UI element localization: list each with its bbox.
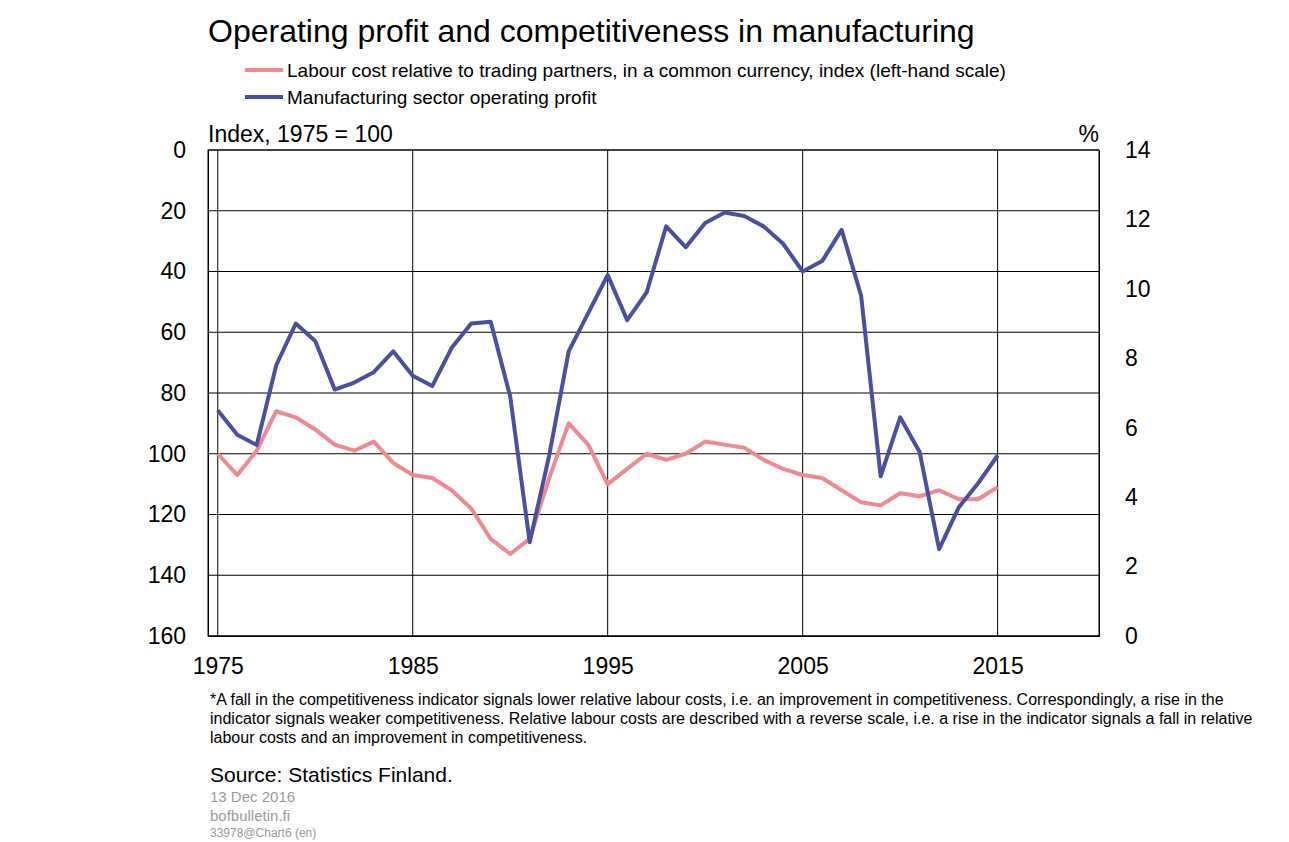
tick: 10 [1099, 276, 1151, 302]
tick-label: 60 [160, 319, 186, 345]
tick: 120 [148, 501, 208, 527]
tick: 1975 [193, 636, 244, 679]
grid-line-y [208, 575, 1099, 576]
grid-line-y [208, 393, 1099, 394]
tick: 0 [173, 137, 208, 163]
axis-line [208, 151, 209, 637]
tick: 80 [160, 380, 208, 406]
grid-line-x [217, 150, 218, 636]
tick-label: 14 [1125, 137, 1151, 163]
tick-label: 8 [1125, 345, 1138, 371]
tick: 0 [1099, 623, 1138, 649]
date: 13 Dec 2016 [210, 788, 610, 806]
tick-label: 4 [1125, 484, 1138, 510]
tick: 12 [1099, 206, 1151, 232]
grid-line-x [997, 150, 998, 636]
grid-line-x [607, 150, 608, 636]
source: Source: Statistics Finland. [210, 762, 1110, 787]
tick-label: 40 [160, 258, 186, 284]
tick-label: 160 [148, 623, 186, 649]
tick: 100 [148, 441, 208, 467]
tick-label: 2015 [973, 653, 1024, 679]
tick: 160 [148, 623, 208, 649]
tick: 140 [148, 562, 208, 588]
tick-label: 12 [1125, 206, 1151, 232]
tick-label: 2005 [778, 653, 829, 679]
tick-label: 20 [160, 198, 186, 224]
tick-label: 1995 [583, 653, 634, 679]
series-line [218, 212, 998, 549]
legend-label: Manufacturing sector operating profit [287, 87, 597, 108]
tick-label: 10 [1125, 276, 1151, 302]
tick: 2005 [778, 636, 829, 679]
tick-label: 1975 [193, 653, 244, 679]
y-axis: 0 20 40 60 80 100 120 140 160 [148, 137, 209, 649]
tick-label: 2 [1125, 553, 1138, 579]
tick-label: 0 [173, 137, 186, 163]
y-axis-title: Index, 1975 = 100 [208, 121, 393, 147]
tick: 60 [160, 319, 208, 345]
legend: Labour cost relative to trading partners… [245, 60, 1006, 108]
tick-label: 120 [148, 501, 186, 527]
tick: 20 [160, 198, 208, 224]
tick: 1995 [583, 636, 634, 679]
legend-label: Labour cost relative to trading partners… [287, 60, 1006, 81]
tick-label: 100 [148, 441, 186, 467]
tick: 6 [1099, 415, 1138, 441]
grid-line-y [208, 514, 1099, 515]
grid [208, 150, 1099, 636]
x-axis: 1975 1985 1995 2005 2015 [193, 636, 1100, 679]
footnote: *A fall in the competitiveness indicator… [210, 690, 1270, 748]
grid-line-x [802, 150, 803, 636]
site: bofbulletin.fi [210, 807, 610, 825]
tick: 14 [1099, 137, 1151, 163]
tick: 8 [1099, 345, 1138, 371]
plot-frame [208, 150, 1099, 636]
axis-line [209, 636, 1100, 637]
grid-line-y [208, 332, 1099, 333]
chart-code: 33978@Chart6 (en) [210, 826, 610, 840]
title: Operating profit and competitiveness in … [208, 13, 975, 49]
legend-swatch [245, 68, 283, 72]
tick-label: 0 [1125, 623, 1138, 649]
tick: 2015 [973, 636, 1024, 679]
axis-line [1099, 151, 1100, 637]
tick: 40 [160, 258, 208, 284]
y2-axis: 0 2 4 6 8 10 12 14 [1099, 137, 1151, 649]
y2-axis-title: % [1079, 121, 1099, 147]
tick: 1985 [388, 636, 439, 679]
legend-swatch [245, 95, 283, 99]
tick-label: 80 [160, 380, 186, 406]
grid-line-y [208, 210, 1099, 211]
tick-label: 6 [1125, 415, 1138, 441]
grid-line-x [412, 150, 413, 636]
tick: 4 [1099, 484, 1138, 510]
tick: 2 [1099, 553, 1138, 579]
tick-label: 1985 [388, 653, 439, 679]
tick-label: 140 [148, 562, 186, 588]
series-line [218, 411, 998, 554]
series-lines [218, 212, 998, 554]
